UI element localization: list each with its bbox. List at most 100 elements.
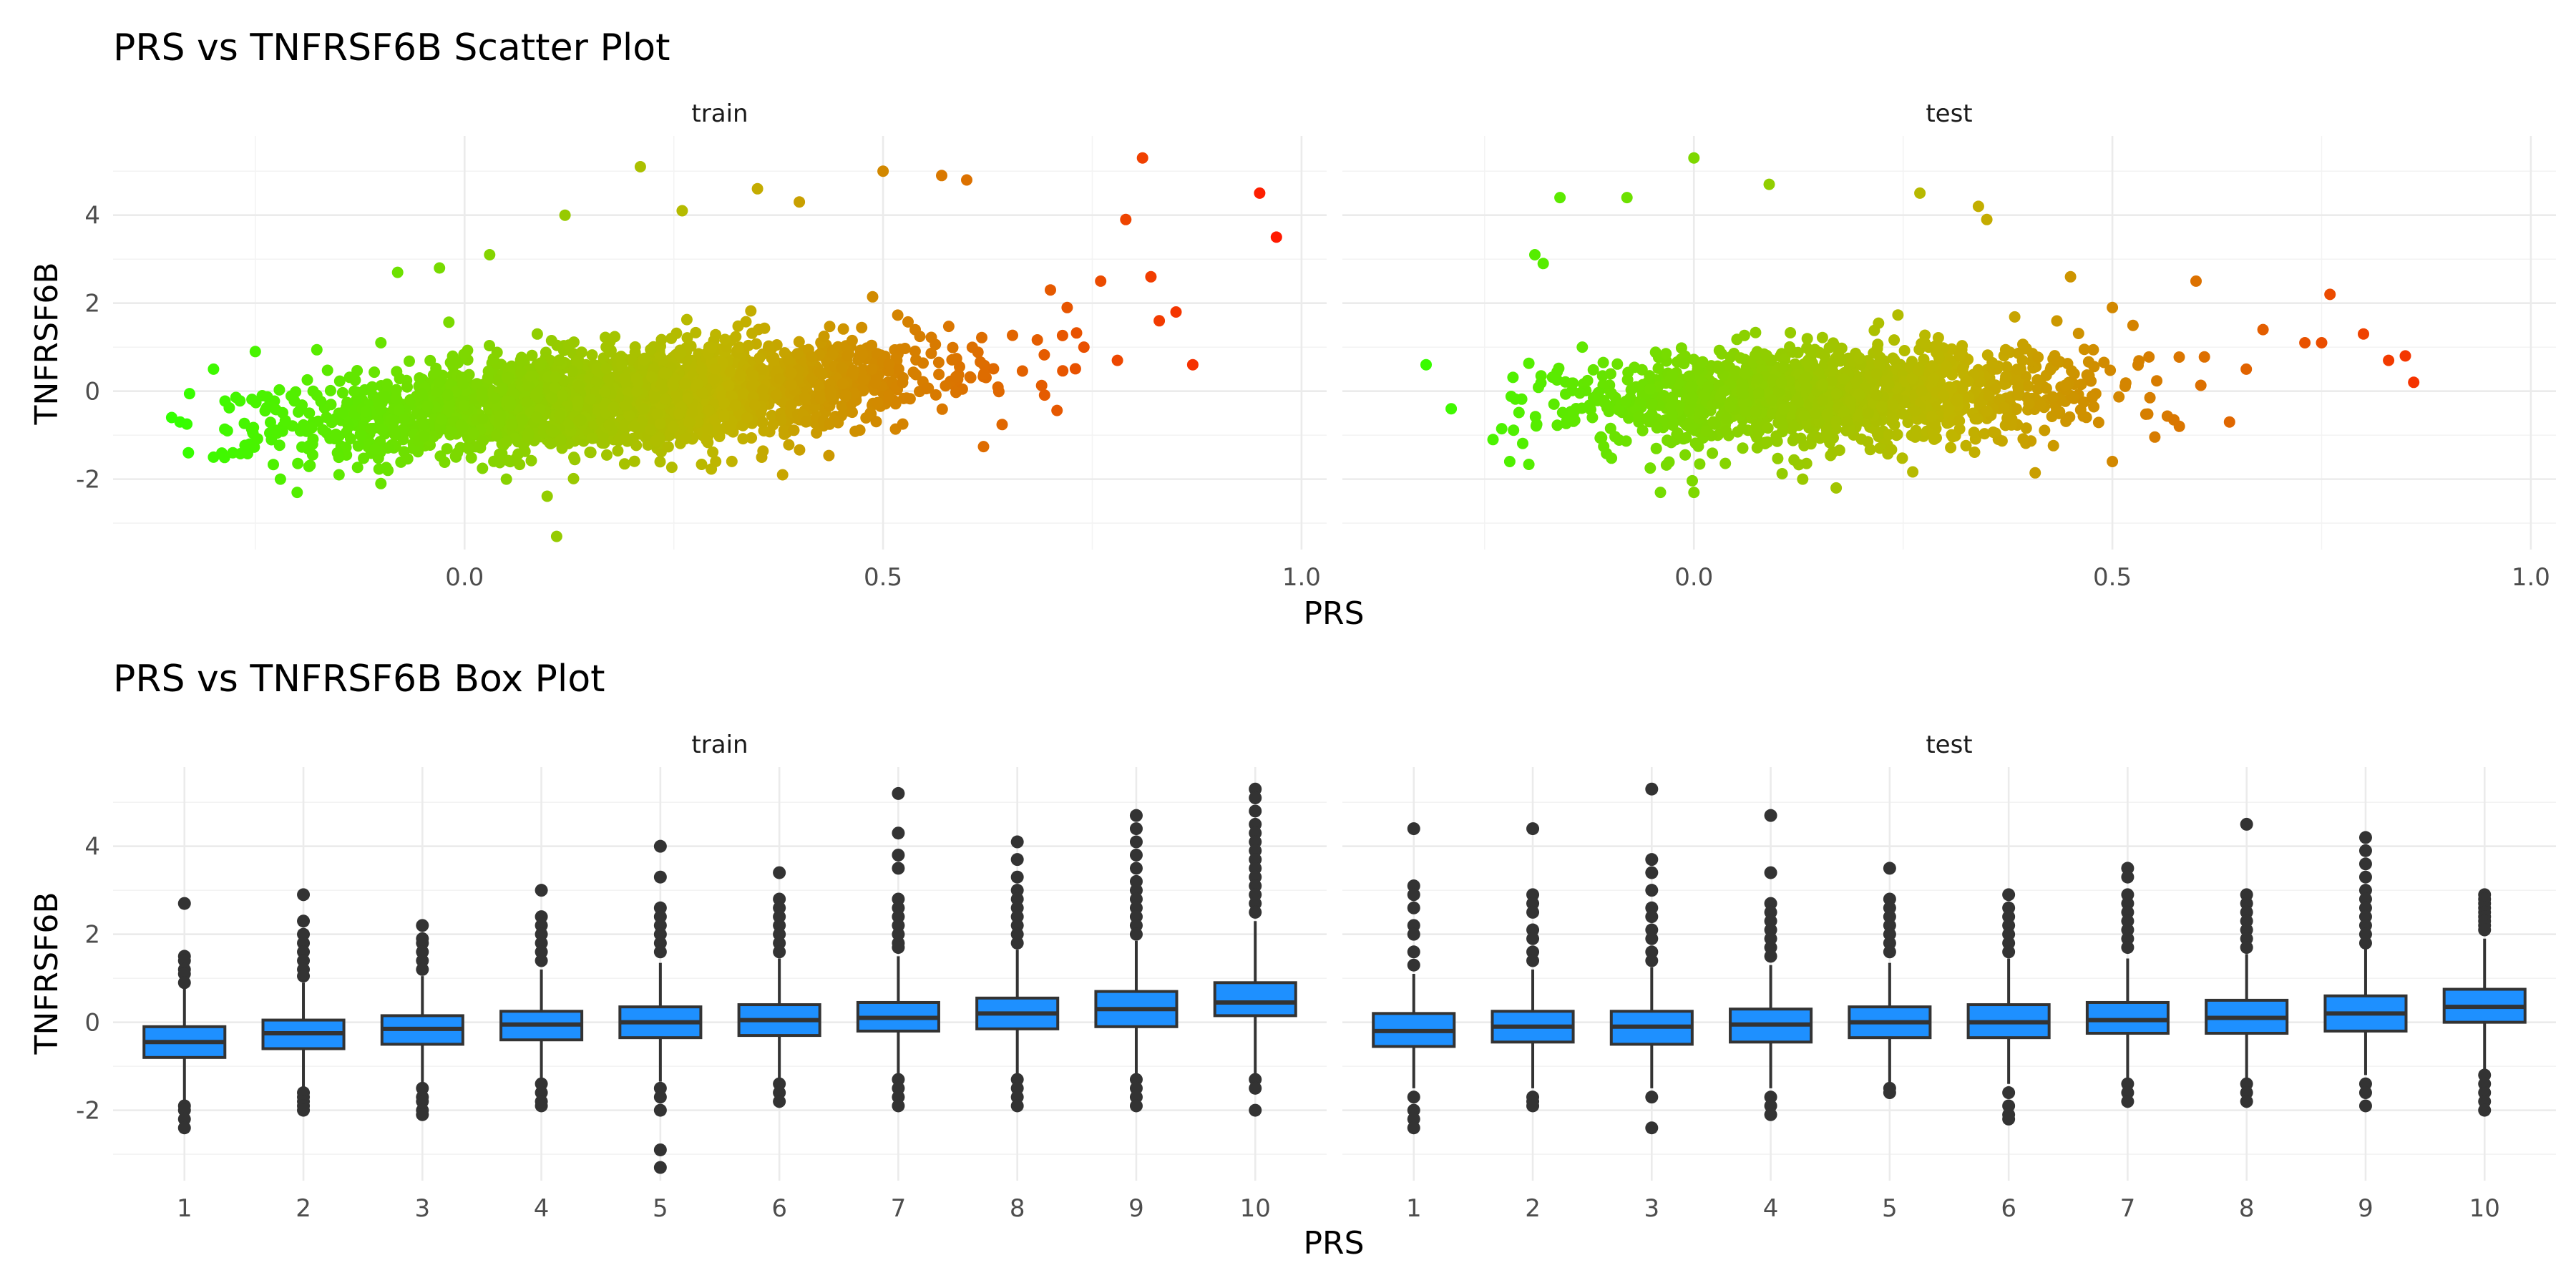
box-y-tick-label: -2	[76, 1097, 100, 1126]
box-outlier	[1010, 1099, 1024, 1113]
scatter-point	[1816, 331, 1828, 343]
box-outlier	[773, 892, 786, 906]
scatter-point	[818, 331, 830, 342]
box-1	[1372, 822, 1456, 1135]
scatter-point	[234, 395, 246, 407]
box-outlier	[1764, 809, 1777, 822]
scatter-point	[389, 429, 401, 441]
box-outlier	[653, 910, 667, 924]
scatter-point	[2078, 343, 2090, 356]
box-outlier	[416, 936, 429, 950]
scatter-point	[709, 413, 721, 425]
box-10	[1213, 782, 1297, 1117]
box-9	[1094, 809, 1179, 1113]
box-outlier	[2358, 831, 2372, 844]
box-1	[142, 897, 227, 1135]
scatter-point	[1855, 433, 1868, 445]
box-outlier	[1645, 866, 1659, 879]
scatter-point	[443, 316, 455, 328]
box-outlier	[1010, 1081, 1024, 1095]
box-outlier	[1883, 901, 1896, 914]
scatter-point	[710, 456, 722, 467]
scatter-point	[250, 396, 262, 409]
box-outlier	[1249, 1103, 1262, 1117]
scatter-point	[646, 371, 658, 384]
scatter-point	[382, 442, 394, 454]
scatter-point	[1007, 329, 1018, 341]
scatter-point	[352, 440, 364, 452]
scatter-point	[1969, 413, 1981, 425]
scatter-point	[489, 391, 501, 404]
box-outlier	[2002, 1086, 2016, 1100]
scatter-point	[1719, 385, 1731, 397]
scatter-point	[418, 431, 430, 443]
box-outlier	[892, 1091, 905, 1104]
box-outlier	[535, 945, 548, 959]
scatter-point	[1795, 432, 1807, 444]
box-outlier	[2358, 919, 2372, 932]
scatter-point	[1762, 436, 1774, 448]
box-outlier	[2121, 888, 2135, 902]
scatter-point	[2012, 381, 2024, 393]
scatter-point	[1777, 361, 1789, 374]
box-outlier	[177, 1121, 191, 1135]
scatter-point	[751, 182, 763, 195]
box-outlier	[2121, 923, 2135, 937]
scatter-point	[1709, 418, 1721, 430]
scatter-point	[1873, 317, 1885, 329]
box-outlier	[1883, 910, 1896, 924]
scatter-point	[491, 346, 503, 358]
scatter-point	[682, 392, 694, 404]
box-outlier	[1645, 884, 1659, 897]
box-outlier	[1129, 919, 1143, 932]
scatter-point	[1646, 398, 1658, 410]
box-outlier	[1883, 862, 1896, 875]
scatter-point	[515, 351, 527, 364]
scatter-point	[208, 363, 220, 375]
scatter-point	[1694, 458, 1706, 470]
scatter-point	[1914, 187, 1926, 199]
scatter-x-tick-label: 0.5	[2093, 563, 2132, 592]
scatter-point	[680, 433, 691, 445]
scatter-point	[1838, 373, 1850, 385]
box-outlier	[416, 954, 429, 967]
box-x-tick-label: 1	[1406, 1194, 1422, 1223]
scatter-point	[2020, 422, 2032, 434]
scatter-point	[1968, 426, 1980, 439]
scatter-point	[1749, 349, 1761, 361]
scatter-point	[1737, 379, 1750, 391]
box-x-tick-label: 4	[1763, 1194, 1779, 1223]
scatter-point	[2299, 337, 2311, 348]
box-x-tick-label: 3	[1644, 1194, 1659, 1223]
scatter-point	[550, 371, 562, 384]
scatter-point	[546, 392, 557, 404]
scatter-point	[867, 291, 879, 303]
scatter-point	[892, 309, 904, 321]
scatter-point	[1604, 368, 1616, 380]
box-outlier	[2240, 1086, 2253, 1100]
scatter-point	[463, 443, 475, 455]
scatter-x-tick-label: 0.0	[1674, 563, 1713, 592]
scatter-point	[2060, 415, 2072, 427]
box-outlier	[1407, 879, 1420, 893]
scatter-point	[431, 386, 443, 398]
box-outlier	[1249, 791, 1262, 805]
box-outlier	[1249, 835, 1262, 849]
scatter-point	[681, 332, 693, 344]
box-9	[2323, 831, 2408, 1113]
scatter-point	[1870, 389, 1883, 401]
scatter-point	[1120, 213, 1132, 225]
scatter-point	[1633, 411, 1645, 423]
box-outlier	[1249, 782, 1262, 796]
scatter-point	[242, 448, 253, 459]
scatter-point	[270, 404, 282, 416]
scatter-points	[1420, 152, 2420, 499]
scatter-point	[2051, 356, 2064, 368]
scatter-point	[1650, 442, 1662, 454]
scatter-point	[740, 316, 752, 328]
scatter-point	[836, 361, 848, 374]
scatter-point	[1907, 466, 1919, 478]
box-outlier	[2240, 1077, 2253, 1091]
scatter-point	[1729, 365, 1742, 377]
scatter-point	[1784, 341, 1796, 353]
